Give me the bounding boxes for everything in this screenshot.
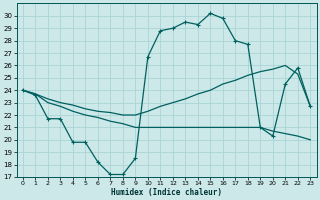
X-axis label: Humidex (Indice chaleur): Humidex (Indice chaleur): [111, 188, 222, 197]
